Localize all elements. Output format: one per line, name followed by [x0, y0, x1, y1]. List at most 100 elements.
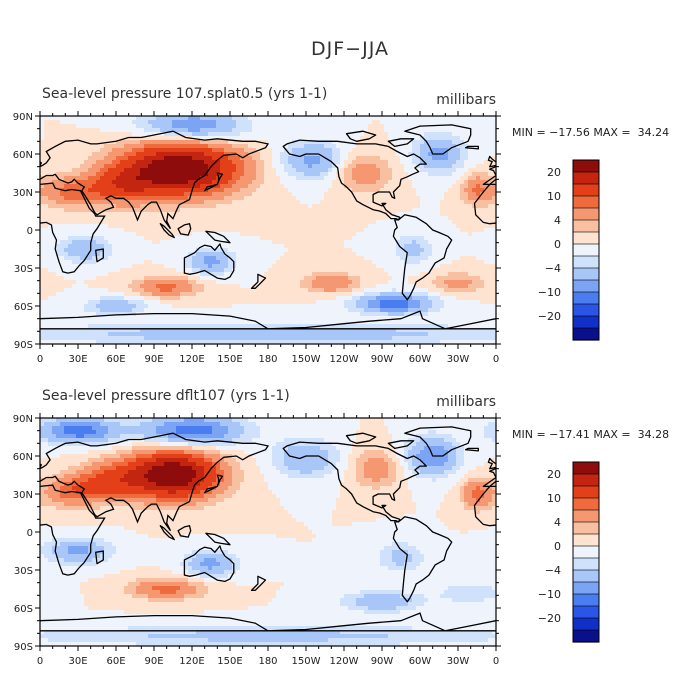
axes: 0 30E 60E 90E 120E 150E 180 150W 120W 90W 60W 30W 0 9…	[13, 111, 501, 365]
colorbar-swatch	[572, 473, 600, 487]
x-tick-label: 0	[493, 656, 499, 667]
colorbar-swatch	[572, 231, 600, 245]
colorbar-swatch	[572, 207, 600, 221]
x-tick-label: 0	[37, 656, 43, 667]
x-tick-label: 120W	[330, 354, 359, 365]
x-tick-label: 90E	[144, 354, 163, 365]
panel-title: Sea-level pressure 107.splat0.5 (yrs 1-1…	[42, 86, 328, 102]
x-tick-label: 90W	[371, 656, 394, 667]
panel-units: millibars	[436, 92, 496, 108]
colorbar-swatch	[572, 195, 600, 209]
colorbar-swatch	[572, 327, 600, 341]
x-tick-label: 120E	[179, 354, 204, 365]
colorbar-swatch	[572, 569, 600, 583]
y-tick-label: 60S	[14, 604, 33, 615]
colorbar-label: −20	[538, 310, 561, 323]
colorbar-swatch	[572, 593, 600, 607]
x-tick-label: 150W	[292, 656, 321, 667]
colorbar-label: 20	[547, 468, 561, 481]
colorbar-label: 0	[554, 540, 561, 553]
colorbar-label: 20	[547, 166, 561, 179]
panel-units: millibars	[436, 394, 496, 410]
x-tick-label: 150E	[217, 354, 242, 365]
x-tick-label: 120W	[330, 656, 359, 667]
colorbar-label: −4	[545, 262, 561, 275]
colorbar-swatch	[572, 533, 600, 547]
colorbar-label: 0	[554, 238, 561, 251]
x-tick-label: 30E	[68, 656, 87, 667]
colorbar-swatch	[572, 617, 600, 631]
coastlines	[40, 426, 496, 632]
colorbar-label: −20	[538, 612, 561, 625]
panel-title: Sea-level pressure dflt107 (yrs 1-1)	[42, 388, 290, 404]
colorbar-swatch	[572, 159, 600, 173]
y-tick-label: 30N	[13, 188, 33, 199]
panel-min-max: MIN = −17.56 MAX = 34.24	[512, 126, 670, 139]
x-tick-label: 30E	[68, 354, 87, 365]
y-tick-label: 0	[27, 528, 33, 539]
x-tick-label: 180	[258, 656, 277, 667]
x-tick-label: 30W	[447, 354, 470, 365]
coastlines	[40, 124, 496, 330]
colorbar-swatch	[572, 461, 600, 475]
colorbar-swatch	[572, 629, 600, 643]
colorbar-swatch	[572, 183, 600, 197]
bottom-panel: Sea-level pressure dflt107 (yrs 1-1) mil…	[0, 388, 700, 688]
y-tick-label: 0	[27, 226, 33, 237]
x-tick-label: 60E	[106, 354, 125, 365]
colorbar-swatch	[572, 545, 600, 559]
x-tick-label: 0	[37, 354, 43, 365]
y-tick-label: 90N	[13, 112, 33, 123]
x-tick-label: 150E	[217, 656, 242, 667]
colorbar-swatch	[572, 497, 600, 511]
colorbar-swatch	[572, 521, 600, 535]
top-panel: Sea-level pressure 107.splat0.5 (yrs 1-1…	[0, 86, 700, 386]
colorbar-swatch	[572, 315, 600, 329]
map-plot: 0 30E 60E 90E 120E 150E 180 150W 120W 90W 60W 30W 09…	[13, 413, 600, 667]
contour-field	[40, 418, 497, 647]
axes: 0 30E 60E 90E 120E 150E 180 150W 120W 90W 60W 30W 09…	[13, 413, 501, 667]
x-tick-label: 90E	[144, 656, 163, 667]
x-tick-label: 150W	[292, 354, 321, 365]
x-tick-label: 60W	[409, 354, 432, 365]
colorbar: 20 10 4 0 −4 −10 −20	[538, 461, 600, 643]
y-tick-label: 60N	[13, 150, 33, 161]
x-tick-label: 0	[493, 354, 499, 365]
x-tick-label: 120E	[179, 656, 204, 667]
colorbar-swatch	[572, 279, 600, 293]
x-tick-label: 30W	[447, 656, 470, 667]
contour-field	[40, 116, 497, 345]
figure-title: DJF−JJA	[311, 38, 389, 60]
colorbar-label: −4	[545, 564, 561, 577]
colorbar-swatch	[572, 267, 600, 281]
colorbar-swatch	[572, 171, 600, 185]
colorbar-swatch	[572, 255, 600, 269]
x-tick-label: 90W	[371, 354, 394, 365]
colorbar-label: 10	[547, 190, 561, 203]
y-tick-label: 60S	[14, 302, 33, 313]
colorbar-swatch	[572, 557, 600, 571]
x-tick-label: 60W	[409, 656, 432, 667]
colorbar-swatch	[572, 485, 600, 499]
colorbar-label: 4	[554, 516, 561, 529]
y-tick-label: 30N	[13, 490, 33, 501]
map-plot: 0 30E 60E 90E 120E 150E 180 150W 120W 90W 60W 30W 0 9…	[13, 111, 600, 365]
colorbar-swatch	[572, 303, 600, 317]
x-tick-label: 60E	[106, 656, 125, 667]
y-tick-label: 90N	[13, 414, 33, 425]
colorbar-label: 10	[547, 492, 561, 505]
y-tick-label: 30S	[14, 566, 33, 577]
colorbar-label: −10	[538, 286, 561, 299]
colorbar-swatch	[572, 291, 600, 305]
y-tick-label: 60N	[13, 452, 33, 463]
colorbar-label: −10	[538, 588, 561, 601]
colorbar-swatch	[572, 219, 600, 233]
colorbar-swatch	[572, 605, 600, 619]
y-tick-label: 30S	[14, 264, 33, 275]
colorbar-swatch	[572, 509, 600, 523]
panel-min-max: MIN = −17.41 MAX = 34.28	[512, 428, 670, 441]
y-tick-label: 90S	[14, 642, 33, 653]
x-tick-label: 180	[258, 354, 277, 365]
colorbar-swatch	[572, 581, 600, 595]
colorbar-label: 4	[554, 214, 561, 227]
